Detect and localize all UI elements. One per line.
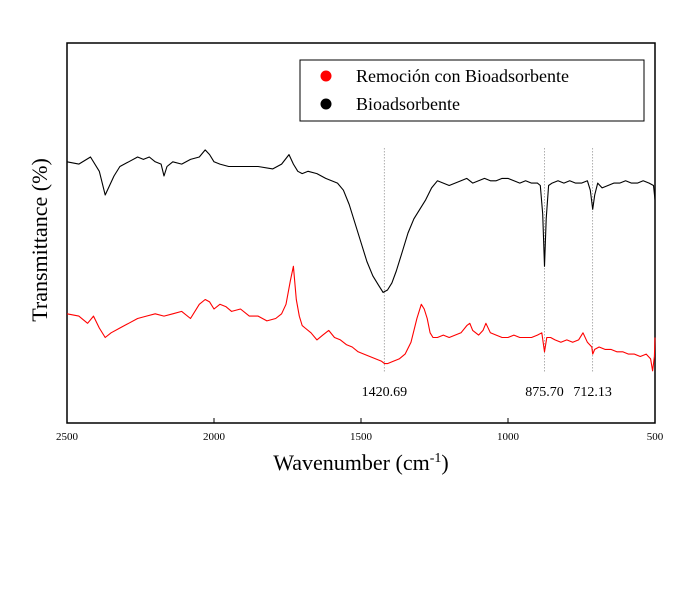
- legend-marker-bioadsorbent: [320, 98, 332, 110]
- x-axis-title-sup: -1: [430, 451, 442, 466]
- x-axis-title-main: Wavenumber (cm: [273, 450, 429, 475]
- x-tick-label: 1500: [350, 431, 373, 443]
- x-tick-label: 2500: [56, 431, 79, 443]
- legend-box: [299, 59, 645, 122]
- annotation-label: 875.70: [525, 385, 564, 400]
- annotation-label: 1420.69: [362, 385, 408, 400]
- legend: Remoción con Bioadsorbente Bioadsorbente: [299, 59, 645, 122]
- annotation-labels: 1420.69 875.70 712.13: [362, 385, 612, 400]
- annotation-label: 712.13: [573, 385, 612, 400]
- x-tick-label: 1000: [497, 431, 520, 443]
- x-tick-label: 500: [647, 431, 664, 443]
- x-axis-ticks: 2500 2000 1500 1000 500: [56, 418, 664, 443]
- legend-marker-removal: [320, 70, 332, 82]
- legend-label-bioadsorbent: Bioadsorbente: [356, 94, 460, 114]
- series-line-removal: [66, 265, 656, 372]
- x-axis-title: Wavenumber (cm-1): [273, 450, 448, 475]
- legend-label-removal: Remoción con Bioadsorbente: [356, 66, 569, 86]
- series-line-bioadsorbent: [66, 149, 656, 293]
- series-layer: [66, 149, 656, 372]
- x-axis-title-close: ): [441, 450, 448, 475]
- y-axis-title: Transmittance (%): [27, 158, 52, 322]
- x-tick-label: 2000: [203, 431, 226, 443]
